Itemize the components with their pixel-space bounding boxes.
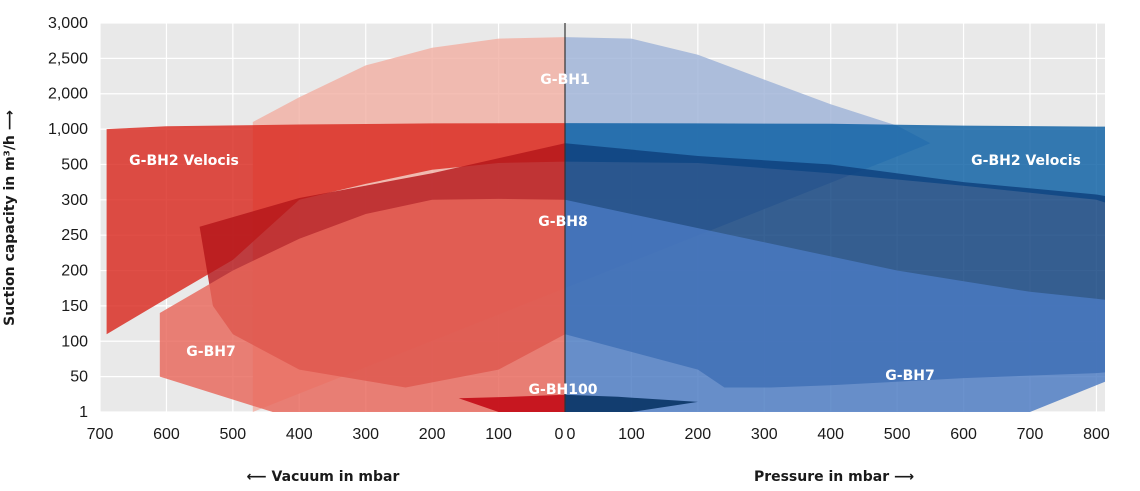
x-tick-label: 800	[1083, 426, 1110, 443]
y-axis-label: Suction capacity in m³/h ⟶	[2, 110, 18, 326]
label-g-bh7-left: G-BH7	[186, 344, 235, 360]
x-tick-label: 700	[87, 426, 114, 443]
label-g-bh7-right: G-BH7	[885, 368, 934, 384]
region-g-bh7-pressure	[565, 199, 1105, 412]
x-tick-label: 600	[950, 426, 977, 443]
y-tick-label: 2,000	[48, 86, 88, 103]
y-tick-label: 2,500	[48, 50, 88, 67]
x-tick-labels: 700 600 500 400 300 200 100 0 0 100 200 300 400 500 60…	[87, 426, 1110, 443]
pressure-axis-label: Pressure in mbar ⟶	[754, 469, 914, 485]
x-tick-label: 500	[884, 426, 911, 443]
y-tick-label: 100	[61, 333, 88, 350]
x-tick-label: 400	[817, 426, 844, 443]
y-tick-label: 1	[79, 404, 88, 421]
vacuum-axis-label: ⟵ Vacuum in mbar	[247, 469, 400, 485]
y-tick-labels: 3,000 2,500 2,000 1,000 500 300 250 200 150 100 50…	[48, 15, 88, 421]
region-g-bh7-vacuum	[159, 198, 565, 412]
x-tick-label: 500	[220, 426, 247, 443]
x-tick-label: 100	[618, 426, 645, 443]
y-tick-label: 50	[70, 369, 88, 386]
region-g-bh100-pressure	[565, 394, 698, 412]
x-tick-label: 100	[485, 426, 512, 443]
x-tick-label: 400	[286, 426, 313, 443]
x-tick-label: 200	[685, 426, 712, 443]
x-tick-label: 200	[419, 426, 446, 443]
x-tick-label: 0	[555, 426, 564, 443]
x-tick-label: 700	[1017, 426, 1044, 443]
region-g-bh100-vacuum	[458, 394, 565, 412]
label-g-bh2-right: G-BH2 Velocis	[971, 153, 1081, 169]
y-tick-label: 250	[61, 227, 88, 244]
label-g-bh100: G-BH100	[529, 382, 598, 398]
pump-regions	[106, 37, 1105, 412]
region-g-bh2-velocis-vacuum	[106, 123, 565, 335]
y-tick-label: 3,000	[48, 15, 88, 32]
y-tick-label: 500	[61, 156, 88, 173]
y-tick-label: 1,000	[48, 121, 88, 138]
x-tick-label: 0	[567, 426, 576, 443]
label-g-bh1: G-BH1	[540, 72, 589, 88]
label-g-bh2-left: G-BH2 Velocis	[129, 153, 239, 169]
label-g-bh8: G-BH8	[538, 214, 587, 230]
region-g-bh2-velocis-pressure	[565, 123, 1105, 203]
y-tick-label: 300	[61, 192, 88, 209]
x-tick-label: 600	[153, 426, 180, 443]
y-tick-label: 150	[61, 298, 88, 315]
x-tick-label: 300	[751, 426, 778, 443]
x-tick-label: 300	[352, 426, 379, 443]
y-tick-label: 200	[61, 263, 88, 280]
